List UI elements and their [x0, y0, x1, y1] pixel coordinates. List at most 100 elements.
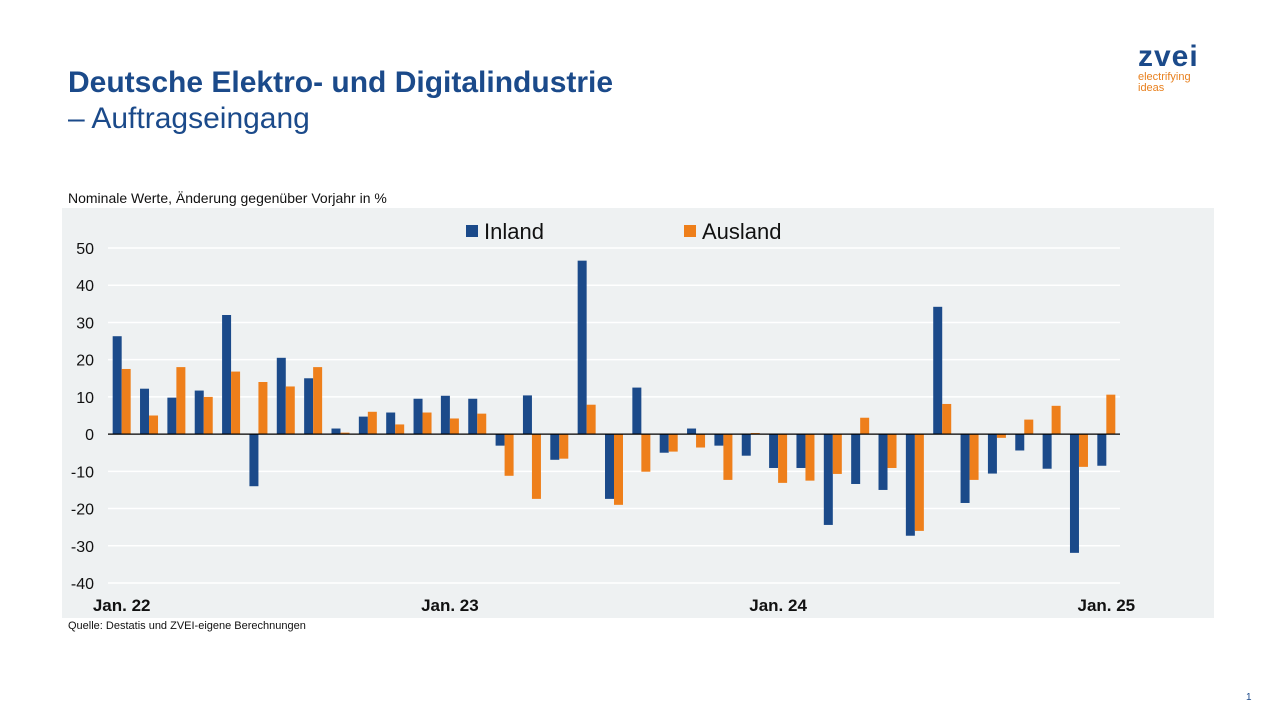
bar-ausland — [203, 396, 213, 435]
bar-ausland — [1024, 419, 1034, 435]
page-title: Deutsche Elektro- und Digitalindustrie — [68, 66, 614, 99]
bar-inland — [851, 434, 861, 484]
bar-inland — [386, 412, 396, 435]
y-axis-description: Nominale Werte, Änderung gegenüber Vorja… — [68, 190, 387, 206]
page-subtitle: – Auftragseingang — [68, 102, 310, 135]
bar-ausland — [531, 434, 541, 499]
bar-inland — [769, 434, 779, 468]
bar-inland — [1069, 434, 1079, 553]
bar-inland — [933, 306, 943, 435]
bar-inland — [605, 434, 614, 499]
bar-ausland — [805, 434, 815, 481]
y-tick-label: -30 — [71, 539, 94, 556]
source-note: Quelle: Destatis und ZVEI-eigene Berechn… — [68, 620, 306, 632]
bar-inland — [440, 395, 450, 435]
bar-ausland — [586, 404, 596, 435]
bar-inland — [522, 395, 532, 435]
bar-inland — [577, 260, 587, 435]
page-number: 1 — [1246, 692, 1252, 703]
bar-ausland — [258, 382, 268, 435]
bar-ausland — [996, 434, 1006, 438]
bar-ausland — [614, 434, 623, 505]
bar-inland — [878, 434, 888, 490]
bar-inland — [249, 434, 259, 487]
bar-inland — [222, 315, 232, 435]
x-tick-label: Jan. 25 — [1077, 596, 1135, 615]
y-tick-label: 30 — [76, 315, 94, 332]
bar-inland — [1042, 434, 1052, 469]
bar-ausland — [641, 434, 651, 472]
x-tick-label: Jan. 23 — [421, 596, 479, 615]
bar-ausland — [887, 434, 897, 468]
bar-ausland — [696, 434, 706, 448]
bar-ausland — [668, 434, 678, 452]
bar-ausland — [340, 432, 350, 435]
y-tick-label: -40 — [71, 576, 94, 593]
bar-inland — [1097, 434, 1107, 466]
bar-inland — [194, 390, 204, 435]
bar-ausland — [422, 412, 432, 435]
legend-label-inland: Inland — [484, 219, 544, 244]
bar-ausland — [121, 368, 131, 435]
bar-ausland — [313, 367, 323, 435]
bar-ausland — [860, 417, 870, 435]
bar-inland — [960, 434, 970, 503]
bar-inland — [413, 398, 423, 435]
legend-swatch-ausland — [684, 225, 696, 237]
bar-ausland — [969, 434, 979, 480]
y-tick-label: 40 — [76, 278, 94, 295]
bar-inland — [140, 388, 150, 435]
bar-inland — [331, 428, 341, 435]
y-tick-label: 0 — [85, 427, 94, 444]
bar-ausland — [395, 424, 405, 435]
logo-tagline-2: ideas — [1138, 82, 1165, 94]
x-tick-label: Jan. 24 — [749, 596, 807, 615]
bar-ausland — [1078, 434, 1088, 467]
bar-inland — [796, 434, 806, 468]
bar-ausland — [832, 434, 842, 474]
bar-ausland — [1106, 394, 1116, 435]
bar-ausland — [723, 434, 733, 480]
bar-inland — [495, 434, 505, 446]
bar-inland — [905, 434, 915, 536]
bar-ausland — [367, 411, 377, 435]
bar-inland — [659, 434, 669, 453]
zvei-logo: zvei electrifying ideas — [1138, 42, 1199, 94]
bar-inland — [1015, 434, 1025, 451]
y-tick-label: 20 — [76, 353, 94, 370]
bar-ausland — [914, 434, 924, 531]
legend-swatch-inland — [466, 225, 478, 237]
bar-inland — [304, 378, 314, 435]
bar-inland — [687, 428, 697, 435]
y-tick-label: 50 — [76, 241, 94, 258]
logo-wordmark: zvei — [1138, 40, 1199, 73]
y-tick-label: 10 — [76, 390, 94, 407]
legend-label-ausland: Ausland — [702, 219, 782, 244]
bar-inland — [276, 357, 286, 435]
logo-tagline-1: electrifying — [1138, 71, 1191, 83]
bar-inland — [714, 434, 724, 446]
bar-inland — [550, 434, 560, 460]
bar-inland — [468, 398, 478, 435]
bar-inland — [358, 416, 368, 435]
bar-ausland — [1051, 405, 1061, 435]
bar-ausland — [176, 367, 186, 435]
bar-ausland — [449, 418, 459, 435]
bar-inland — [632, 387, 642, 435]
bar-ausland — [778, 434, 788, 483]
bar-inland — [741, 434, 751, 456]
bar-inland — [987, 434, 997, 474]
y-tick-label: -20 — [71, 502, 94, 519]
bar-inland — [167, 397, 177, 435]
bar-ausland — [285, 386, 295, 435]
x-tick-label: Jan. 22 — [93, 596, 151, 615]
bar-ausland — [477, 413, 487, 435]
bar-ausland — [231, 371, 241, 435]
bar-inland — [823, 434, 833, 525]
y-tick-label: -10 — [71, 464, 94, 481]
bar-ausland — [504, 434, 514, 476]
bar-ausland — [149, 415, 159, 435]
bar-ausland — [559, 434, 569, 459]
bar-inland — [112, 336, 122, 435]
